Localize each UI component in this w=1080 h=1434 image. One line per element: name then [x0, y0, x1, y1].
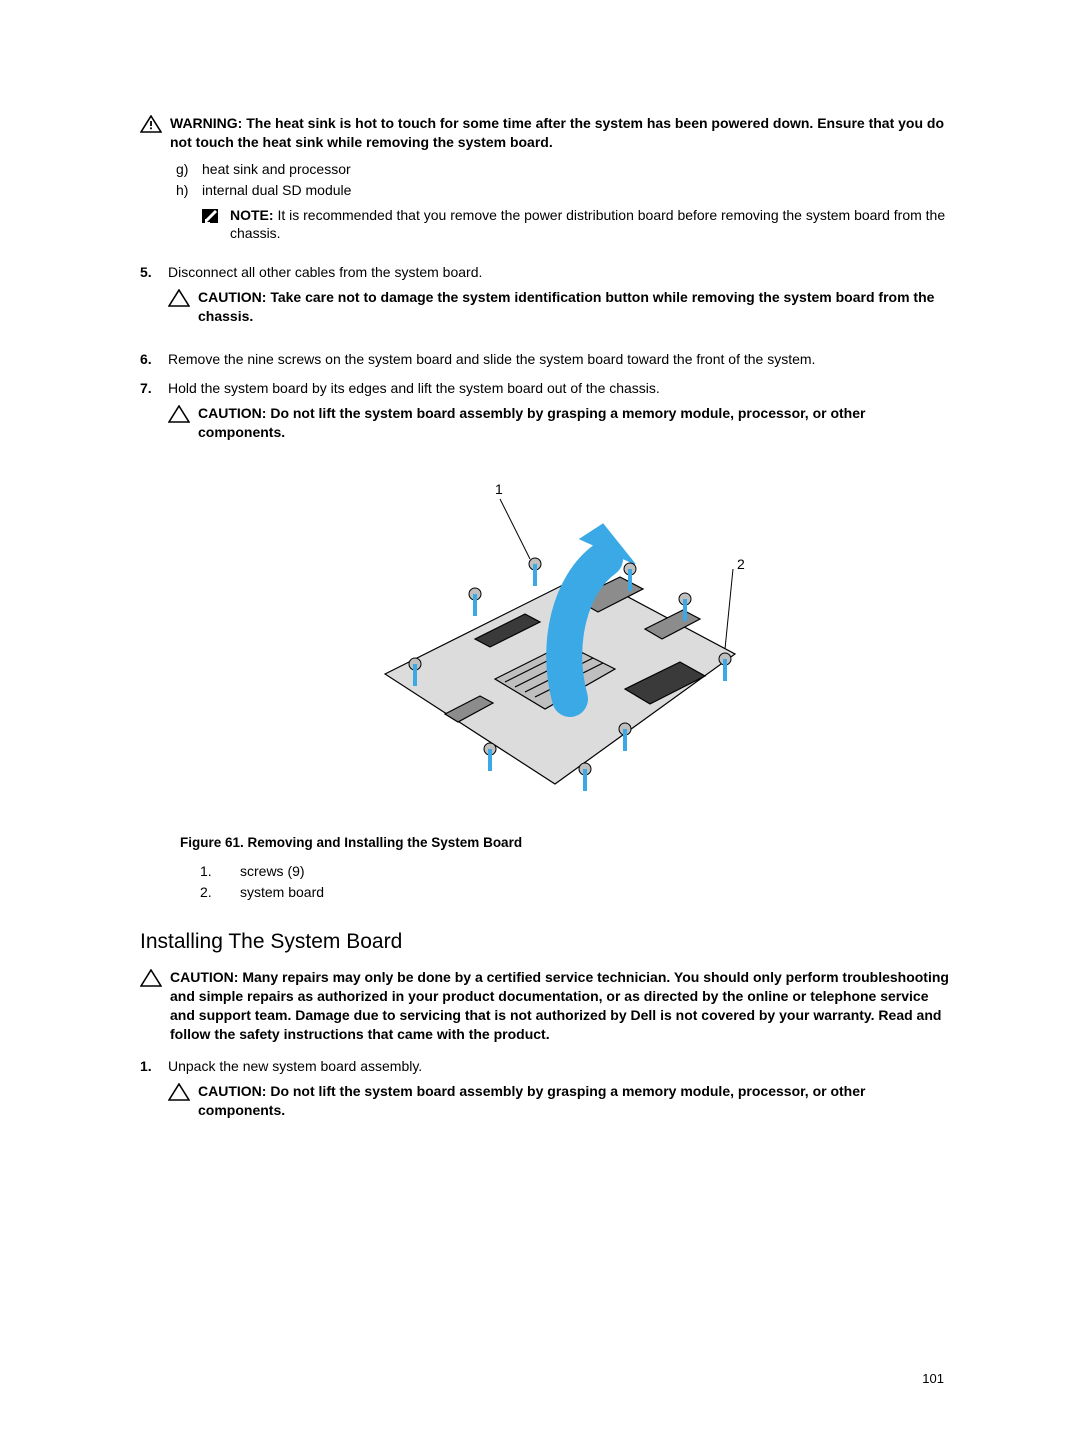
caution-text: CAUTION: Take care not to damage the sys…: [198, 288, 950, 326]
sub-letter: h): [176, 181, 202, 200]
warning-icon: [140, 115, 162, 133]
step-text: Hold the system board by its edges and l…: [168, 380, 660, 396]
caution-text: CAUTION: Many repairs may only be done b…: [170, 968, 950, 1044]
step-7: 7. Hold the system board by its edges an…: [140, 379, 950, 450]
caution-callout: CAUTION: Take care not to damage the sys…: [168, 288, 950, 326]
step-6: 6. Remove the nine screws on the system …: [140, 350, 950, 369]
caution-text: CAUTION: Do not lift the system board as…: [198, 1082, 950, 1120]
step-number: 6.: [140, 350, 168, 369]
step-body: Unpack the new system board assembly. CA…: [168, 1057, 950, 1128]
callout-1-label: 1: [495, 481, 503, 497]
legend-text: screws (9): [240, 862, 305, 881]
list-item: g) heat sink and processor: [176, 160, 950, 179]
step-text: Remove the nine screws on the system boa…: [168, 351, 815, 367]
system-board-diagram-svg: 1 2: [325, 464, 765, 824]
sub-item-list: g) heat sink and processor h) internal d…: [176, 160, 950, 200]
caution-callout: CAUTION: Many repairs may only be done b…: [140, 968, 950, 1044]
legend-item: 1. screws (9): [200, 862, 950, 881]
sub-text: heat sink and processor: [202, 160, 950, 179]
caution-icon: [140, 969, 162, 987]
section-heading: Installing The System Board: [140, 928, 950, 956]
step-text: Unpack the new system board assembly.: [168, 1058, 422, 1074]
legend-text: system board: [240, 883, 324, 902]
caution-text: CAUTION: Do not lift the system board as…: [198, 404, 950, 442]
legend-num: 1.: [200, 862, 240, 881]
warning-text: WARNING: The heat sink is hot to touch f…: [170, 114, 950, 152]
legend-item: 2. system board: [200, 883, 950, 902]
page: WARNING: The heat sink is hot to touch f…: [0, 0, 1080, 1434]
sub-letter: g): [176, 160, 202, 179]
figure-system-board: 1 2: [325, 464, 765, 824]
step-5: 5. Disconnect all other cables from the …: [140, 263, 950, 334]
install-step-1: 1. Unpack the new system board assembly.…: [140, 1057, 950, 1128]
caution-icon: [168, 1083, 190, 1101]
legend-num: 2.: [200, 883, 240, 902]
note-text: NOTE: It is recommended that you remove …: [230, 206, 950, 244]
step-number: 7.: [140, 379, 168, 398]
step-body: Disconnect all other cables from the sys…: [168, 263, 950, 334]
step-text: Disconnect all other cables from the sys…: [168, 264, 482, 280]
list-item: h) internal dual SD module: [176, 181, 950, 200]
caution-callout: CAUTION: Do not lift the system board as…: [168, 1082, 950, 1120]
callout-2-label: 2: [737, 556, 745, 572]
caution-icon: [168, 405, 190, 423]
note-icon: [200, 207, 222, 225]
warning-callout: WARNING: The heat sink is hot to touch f…: [140, 114, 950, 152]
note-callout: NOTE: It is recommended that you remove …: [200, 206, 950, 244]
step-body: Hold the system board by its edges and l…: [168, 379, 950, 450]
step-number: 5.: [140, 263, 168, 282]
caution-callout: CAUTION: Do not lift the system board as…: [168, 404, 950, 442]
figure-caption: Figure 61. Removing and Installing the S…: [180, 834, 950, 852]
step-body: Remove the nine screws on the system boa…: [168, 350, 950, 369]
step-number: 1.: [140, 1057, 168, 1076]
page-number: 101: [922, 1370, 944, 1388]
sub-text: internal dual SD module: [202, 181, 950, 200]
caution-icon: [168, 289, 190, 307]
